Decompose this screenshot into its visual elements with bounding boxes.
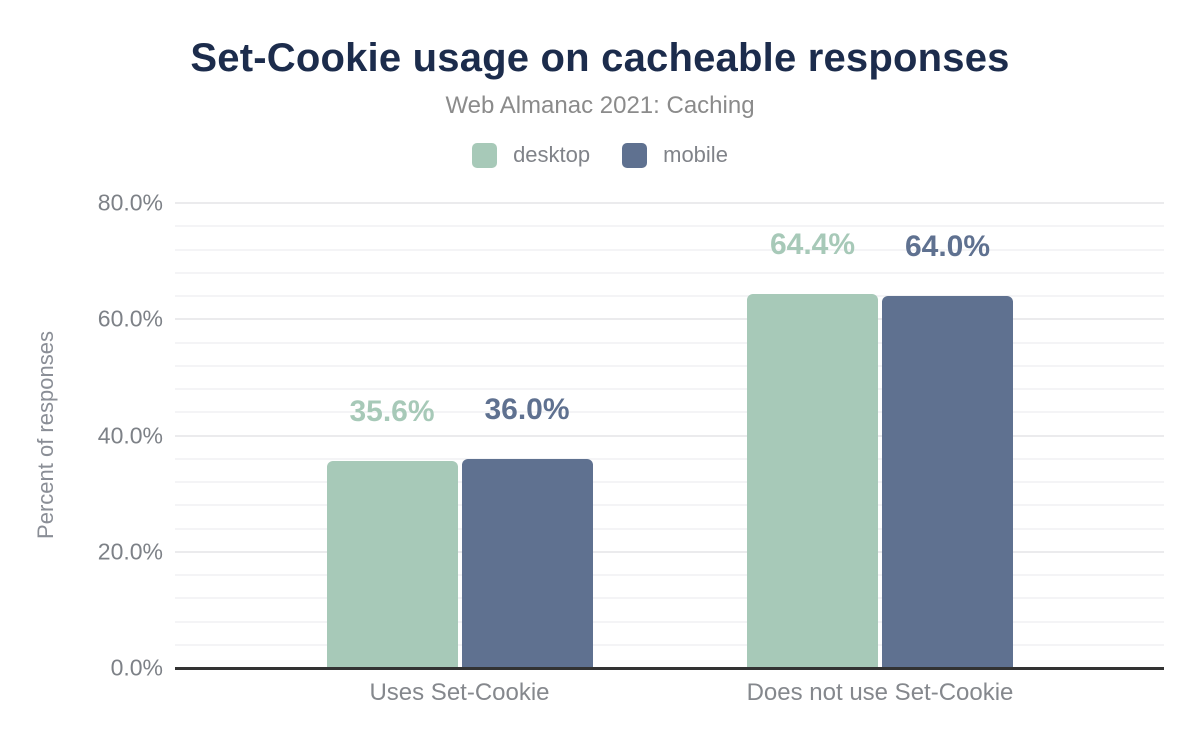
minor-gridline	[175, 504, 1164, 507]
minor-gridline	[175, 643, 1164, 646]
minor-gridline	[175, 364, 1164, 367]
minor-gridline	[175, 527, 1164, 530]
minor-gridline	[175, 388, 1164, 390]
legend-label-desktop: desktop	[513, 142, 591, 167]
y-axis-tick-label: 0.0%	[110, 654, 163, 681]
bar-value-label-mobile-does-not-use-set-cookie: 64.0%	[904, 230, 991, 263]
major-gridline	[175, 434, 1164, 437]
legend-label-mobile: mobile	[663, 142, 728, 167]
bar-value-label-desktop-uses-set-cookie: 35.6%	[349, 395, 435, 429]
bar-desktop-does-not-use-set-cookie[interactable]	[747, 293, 878, 668]
legend-swatch-mobile-icon	[622, 142, 648, 168]
x-axis-line	[175, 667, 1164, 670]
y-axis-tick-label: 20.0%	[97, 538, 163, 565]
major-gridline	[175, 202, 1164, 204]
minor-gridline	[175, 341, 1164, 344]
y-axis-tick-label: 80.0%	[97, 189, 163, 216]
minor-gridline	[175, 248, 1164, 251]
minor-gridline	[175, 574, 1164, 576]
x-axis-category-label: Does not use Set-Cookie	[746, 679, 1014, 706]
minor-gridline	[175, 411, 1164, 414]
legend-item-desktop: desktop	[472, 142, 590, 168]
chart-subtitle: Web Almanac 2021: Caching	[445, 92, 755, 119]
bar-value-label-mobile-uses-set-cookie: 36.0%	[484, 392, 570, 426]
bar-desktop-uses-set-cookie[interactable]	[326, 461, 458, 668]
legend: desktop mobile	[0, 142, 1200, 168]
major-gridline	[175, 318, 1164, 321]
minor-gridline	[175, 620, 1164, 623]
minor-gridline	[175, 597, 1164, 600]
plot-area: 35.6% 64.4% 36.0% 64.0%	[175, 202, 1164, 670]
y-axis-tick-label: 40.0%	[97, 422, 163, 448]
bar-value-label-desktop-does-not-use-set-cookie: 64.4%	[769, 227, 856, 261]
minor-gridline	[175, 295, 1164, 297]
bar-mobile-does-not-use-set-cookie[interactable]	[882, 296, 1013, 668]
minor-gridline	[175, 457, 1164, 460]
bar-mobile-uses-set-cookie[interactable]	[461, 458, 593, 668]
legend-item-mobile: mobile	[622, 142, 728, 168]
minor-gridline	[175, 271, 1164, 274]
y-axis-tick-label: 60.0%	[97, 305, 163, 332]
major-gridline	[175, 550, 1164, 553]
legend-swatch-desktop-icon	[472, 142, 498, 168]
x-axis-category-label: Uses Set-Cookie	[369, 679, 550, 706]
minor-gridline	[175, 481, 1164, 483]
minor-gridline	[175, 225, 1164, 228]
chart-title: Set-Cookie usage on cacheable responses	[190, 36, 1010, 80]
